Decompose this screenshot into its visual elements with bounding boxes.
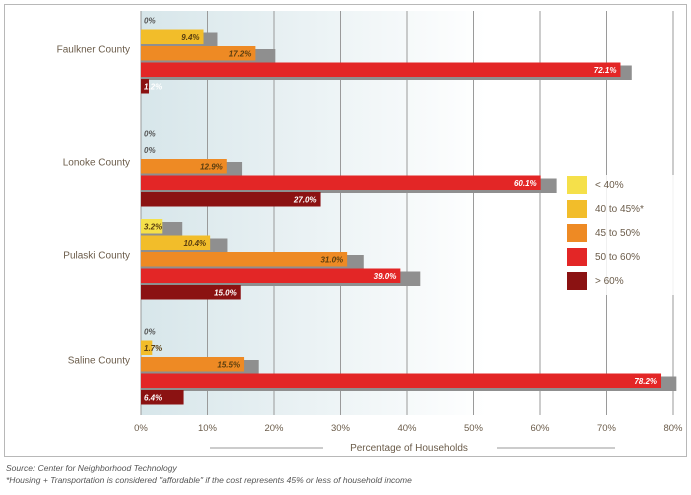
data-label: 3.2% bbox=[144, 223, 162, 232]
bar bbox=[141, 192, 321, 207]
data-label: 10.4% bbox=[183, 239, 206, 248]
data-label: 78.2% bbox=[634, 377, 657, 386]
tick-label: 20% bbox=[264, 423, 284, 434]
legend-swatch bbox=[567, 248, 587, 266]
category-label: Pulaski County bbox=[63, 250, 130, 261]
bar bbox=[141, 252, 348, 267]
chart-frame: 0% 9.4% 17.2% 72.1% 1.2% Faulkner County 0% 0% 1… bbox=[4, 4, 687, 457]
data-label: 1.2% bbox=[144, 83, 162, 92]
legend-label: 40 to 45%* bbox=[595, 203, 644, 215]
legend-swatch bbox=[567, 176, 587, 194]
data-label: 12.9% bbox=[200, 163, 223, 172]
bar bbox=[141, 235, 211, 250]
legend-item: 45 to 50% bbox=[567, 223, 679, 243]
bar bbox=[141, 340, 153, 355]
chart-footer: Source: Center for Neighborhood Technolo… bbox=[6, 462, 686, 486]
data-label: 0% bbox=[144, 146, 156, 155]
bar bbox=[141, 79, 149, 94]
affordability-note: *Housing + Transportation is considered … bbox=[6, 475, 412, 485]
bar bbox=[141, 373, 662, 388]
bar bbox=[141, 268, 401, 283]
legend-item: 50 to 60% bbox=[567, 247, 679, 267]
legend: < 40% 40 to 45%* 45 to 50% 50 to 60% > 6… bbox=[567, 175, 679, 295]
legend-item: 40 to 45%* bbox=[567, 199, 679, 219]
category-label: Faulkner County bbox=[57, 44, 130, 55]
data-label: 0% bbox=[144, 328, 156, 337]
tick-label: 80% bbox=[663, 423, 683, 434]
data-label: 9.4% bbox=[181, 33, 199, 42]
bar bbox=[141, 46, 256, 61]
bar bbox=[141, 159, 227, 174]
legend-label: > 60% bbox=[595, 275, 624, 287]
bar bbox=[141, 357, 245, 372]
legend-label: 50 to 60% bbox=[595, 251, 641, 263]
tick-label: 70% bbox=[597, 423, 617, 434]
data-label: 31.0% bbox=[320, 256, 343, 265]
bar bbox=[141, 285, 241, 300]
bar bbox=[141, 62, 621, 77]
legend-swatch bbox=[567, 224, 587, 242]
data-label: 15.0% bbox=[214, 289, 237, 298]
legend-label: < 40% bbox=[595, 179, 624, 191]
tick-label: 60% bbox=[530, 423, 550, 434]
tick-label: 50% bbox=[464, 423, 484, 434]
legend-item: < 40% bbox=[567, 175, 679, 195]
legend-swatch bbox=[567, 272, 587, 290]
source-note: Source: Center for Neighborhood Technolo… bbox=[6, 463, 177, 473]
legend-swatch bbox=[567, 200, 587, 218]
tick-label: 0% bbox=[134, 423, 148, 434]
legend-label: 45 to 50% bbox=[595, 227, 641, 239]
category-label: Saline County bbox=[68, 355, 130, 366]
data-label: 72.1% bbox=[594, 66, 617, 75]
bar bbox=[141, 390, 184, 405]
data-label: 27.0% bbox=[293, 196, 317, 205]
bar bbox=[141, 219, 163, 234]
category-label: Lonoke County bbox=[63, 157, 130, 168]
x-axis-title: Percentage of Households bbox=[350, 443, 468, 454]
bar bbox=[141, 175, 541, 190]
data-label: 0% bbox=[144, 17, 156, 26]
data-label: 1.7% bbox=[144, 344, 162, 353]
tick-label: 30% bbox=[331, 423, 351, 434]
data-label: 17.2% bbox=[229, 50, 252, 59]
data-label: 15.5% bbox=[217, 361, 240, 370]
data-label: 6.4% bbox=[144, 394, 162, 403]
bar bbox=[141, 29, 204, 44]
tick-label: 40% bbox=[397, 423, 417, 434]
data-label: 0% bbox=[144, 130, 156, 139]
data-label: 39.0% bbox=[374, 272, 397, 281]
legend-item: > 60% bbox=[567, 271, 679, 291]
tick-label: 10% bbox=[198, 423, 218, 434]
data-label: 60.1% bbox=[514, 179, 537, 188]
